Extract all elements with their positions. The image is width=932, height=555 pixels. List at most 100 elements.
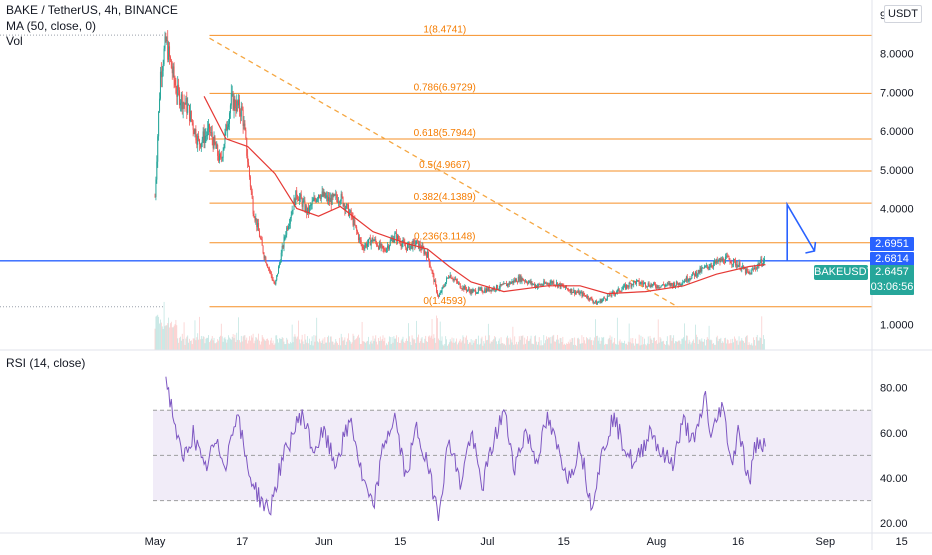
candle-body bbox=[639, 283, 641, 285]
volume-bar bbox=[398, 337, 399, 350]
volume-bar bbox=[258, 333, 259, 350]
volume-bar bbox=[158, 316, 160, 350]
candle-body bbox=[521, 278, 523, 282]
volume-bar bbox=[356, 338, 358, 350]
time-tick-label: Sep bbox=[816, 536, 836, 548]
volume-bar bbox=[388, 336, 390, 350]
volume-bar bbox=[346, 341, 348, 350]
volume-bar bbox=[483, 341, 485, 350]
volume-bar bbox=[673, 335, 675, 350]
volume-bar bbox=[452, 342, 454, 350]
currency-selector[interactable]: USDT bbox=[884, 5, 922, 23]
volume-bar bbox=[319, 338, 320, 350]
candle-body bbox=[506, 283, 508, 287]
volume-indicator-label[interactable]: Vol bbox=[6, 34, 23, 48]
volume-bar bbox=[706, 337, 708, 350]
candle-body bbox=[461, 288, 463, 290]
candle-body bbox=[734, 259, 736, 261]
volume-bar bbox=[665, 344, 666, 350]
candle-body bbox=[191, 119, 193, 123]
volume-bar bbox=[222, 341, 224, 350]
volume-bar bbox=[397, 342, 398, 350]
volume-bar bbox=[643, 344, 645, 350]
volume-bar bbox=[556, 339, 557, 350]
volume-bar bbox=[486, 340, 487, 350]
volume-bar bbox=[363, 341, 365, 350]
volume-bar bbox=[502, 343, 504, 350]
volume-bar bbox=[527, 336, 528, 350]
candle-body bbox=[495, 289, 497, 291]
volume-bar bbox=[666, 336, 668, 350]
candle-body bbox=[439, 292, 441, 295]
candle-body bbox=[314, 197, 316, 200]
volume-bar bbox=[319, 341, 321, 350]
candle-body bbox=[408, 242, 410, 250]
volume-bar bbox=[247, 343, 249, 350]
candle-body bbox=[731, 263, 733, 265]
candle-body bbox=[753, 268, 755, 270]
candle-body bbox=[551, 281, 553, 284]
candle-body bbox=[442, 286, 444, 288]
volume-bar bbox=[441, 336, 443, 350]
volume-bar bbox=[278, 342, 279, 350]
volume-bar bbox=[499, 343, 501, 350]
volume-bar bbox=[259, 344, 261, 350]
volume-bar bbox=[613, 342, 615, 350]
candle-body bbox=[591, 298, 593, 301]
volume-bar bbox=[749, 344, 751, 350]
candle-body bbox=[608, 293, 610, 296]
candle-body bbox=[714, 260, 716, 263]
volume-bar bbox=[577, 337, 579, 350]
candle-body bbox=[425, 251, 427, 254]
volume-bar bbox=[168, 317, 170, 350]
volume-bar bbox=[554, 341, 556, 350]
candle-body bbox=[318, 194, 320, 198]
candle-body bbox=[637, 280, 639, 281]
candle-body bbox=[668, 283, 670, 284]
volume-bar bbox=[371, 343, 373, 350]
volume-bar bbox=[428, 336, 429, 350]
volume-bar bbox=[399, 342, 401, 350]
candle-body bbox=[452, 278, 454, 280]
candle-body bbox=[677, 284, 679, 286]
candle-body bbox=[186, 98, 188, 113]
volume-bar bbox=[365, 343, 367, 350]
volume-bar bbox=[530, 335, 532, 350]
candle-body bbox=[525, 281, 527, 282]
candle-body bbox=[510, 282, 512, 284]
volume-bar bbox=[675, 341, 677, 350]
volume-bar bbox=[211, 335, 213, 350]
candle-body bbox=[228, 123, 230, 128]
volume-bar bbox=[728, 343, 730, 350]
volume-bar bbox=[229, 337, 230, 350]
volume-bar bbox=[358, 334, 359, 350]
candle-body bbox=[693, 272, 695, 274]
candle-body bbox=[336, 194, 338, 199]
candle-body bbox=[676, 281, 678, 285]
candle-body bbox=[535, 285, 537, 287]
candle-body bbox=[192, 122, 194, 130]
candle-body bbox=[714, 260, 716, 264]
volume-bar bbox=[574, 337, 576, 350]
candle-body bbox=[446, 278, 448, 283]
volume-bar bbox=[250, 335, 252, 350]
candle-body bbox=[725, 255, 727, 258]
price-tick-label: 6.0000 bbox=[880, 126, 914, 138]
volume-bar bbox=[184, 344, 186, 350]
candle-body bbox=[579, 292, 581, 295]
candle-body bbox=[216, 144, 218, 149]
candle-body bbox=[678, 282, 680, 286]
volume-bar bbox=[219, 336, 220, 350]
volume-bar bbox=[283, 341, 285, 350]
rsi-indicator-label[interactable]: RSI (14, close) bbox=[6, 356, 86, 370]
volume-bar bbox=[438, 338, 439, 350]
candle-body bbox=[474, 289, 476, 291]
candle-body bbox=[370, 240, 372, 246]
volume-bar bbox=[309, 344, 311, 350]
ma-indicator-label[interactable]: MA (50, close, 0) bbox=[6, 19, 97, 33]
volume-bar bbox=[645, 344, 646, 350]
candle-body bbox=[414, 240, 416, 246]
volume-bar bbox=[413, 339, 415, 350]
volume-bar bbox=[200, 339, 201, 350]
